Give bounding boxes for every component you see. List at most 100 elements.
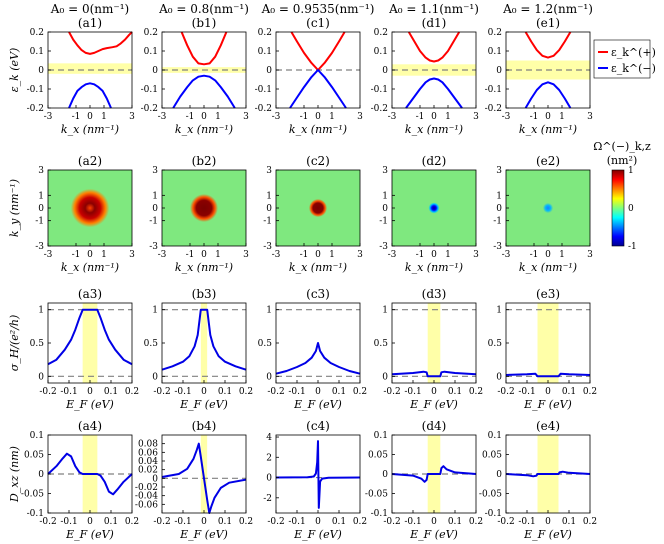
x-tick-label: -0.1 bbox=[518, 387, 535, 397]
x-tick-label: 0.2 bbox=[125, 387, 139, 397]
x-tick-label: -3 bbox=[272, 250, 281, 260]
panel-label: (c1) bbox=[306, 16, 330, 30]
lower-band-curve bbox=[68, 82, 112, 109]
column-title: A₀ = 1.2(nm⁻¹) bbox=[502, 2, 593, 16]
panel-label: (a3) bbox=[78, 287, 102, 301]
response-curve bbox=[275, 342, 361, 375]
y-tick-label: 0.05 bbox=[482, 451, 502, 461]
y-tick-label: 0.1 bbox=[374, 431, 388, 441]
x-tick-label: -0.1 bbox=[518, 517, 535, 527]
lower-band-curve bbox=[405, 77, 463, 109]
panel-label: (d3) bbox=[422, 287, 447, 301]
y-tick-label: -1 bbox=[493, 217, 502, 227]
x-tick-label: 3 bbox=[357, 250, 363, 260]
x-tick-label: -0.2 bbox=[39, 387, 56, 397]
y-tick-label: 0 bbox=[152, 204, 158, 214]
response-curve bbox=[47, 452, 133, 496]
x-tick-label: -0.2 bbox=[153, 387, 170, 397]
y-tick-label: 3 bbox=[266, 166, 272, 176]
colorbar-unit: (nm²) bbox=[607, 154, 638, 167]
y-tick-label: -1 bbox=[379, 217, 388, 227]
y-tick-label: -0.05 bbox=[479, 490, 502, 500]
y-tick-label: 0 bbox=[38, 372, 44, 382]
y-tick-label: 1 bbox=[266, 191, 272, 201]
y-tick-label: 4 bbox=[266, 433, 272, 443]
y-tick-label: 0 bbox=[152, 66, 158, 76]
y-tick-label: 0.04 bbox=[138, 457, 158, 467]
panel-label: (b2) bbox=[192, 154, 217, 168]
y-tick-label: -0.2 bbox=[371, 104, 388, 114]
x-axis-label: k_x (nm⁻¹) bbox=[289, 123, 347, 136]
x-tick-label: -0.1 bbox=[288, 517, 305, 527]
y-tick-label: 3 bbox=[152, 166, 158, 176]
fermi-window-band bbox=[200, 303, 208, 383]
panel-d4: (d4)-0.2 -0.1 0 0.1 0.2-0.1-0.0500.050.1E_F … bbox=[365, 419, 483, 541]
x-tick-label: 1 bbox=[101, 250, 107, 260]
x-tick-label: 1 bbox=[559, 250, 565, 260]
x-axis-label: E_F (eV) bbox=[409, 398, 458, 411]
y-tick-label: -0.1 bbox=[485, 85, 502, 95]
x-axis-label: E_F (eV) bbox=[65, 528, 114, 541]
fermi-window-band bbox=[537, 303, 559, 383]
x-tick-label: 3 bbox=[587, 250, 593, 260]
y-tick-label: 0.5 bbox=[258, 339, 273, 349]
y-tick-label: 1 bbox=[152, 306, 158, 316]
x-tick-label: 0 bbox=[315, 387, 321, 397]
x-tick-label: -0.1 bbox=[404, 517, 421, 527]
y-tick-label: -3 bbox=[493, 242, 502, 252]
x-tick-label: -3 bbox=[44, 112, 53, 122]
x-tick-label: 0.2 bbox=[125, 517, 139, 527]
y-tick-label: -1 bbox=[35, 217, 44, 227]
x-tick-label: 0 bbox=[545, 250, 551, 260]
x-tick-label: -1 bbox=[72, 250, 81, 260]
x-tick-label: -1 bbox=[416, 250, 425, 260]
x-tick-label: 0 bbox=[87, 387, 93, 397]
column-title: A₀ = 1.1(nm⁻¹) bbox=[388, 2, 479, 16]
y-tick-label: 0 bbox=[266, 372, 272, 382]
x-tick-label: 3 bbox=[357, 112, 363, 122]
y-tick-label: 0 bbox=[38, 204, 44, 214]
y-tick-label: -0.1 bbox=[27, 509, 44, 519]
column-title: A₀ = 0.9535(nm⁻¹) bbox=[261, 2, 375, 16]
panel-b4: (b4)-0.2 -0.1 0 0.1 0.2-0.06-0.04-0.0200.020… bbox=[135, 419, 253, 541]
x-tick-label: 0.2 bbox=[583, 387, 597, 397]
x-tick-label: -0.2 bbox=[153, 517, 170, 527]
colorbar: Ω^(−)_k,z(nm²)1 0 -1 bbox=[593, 140, 651, 252]
x-tick-label: -1 bbox=[530, 250, 539, 260]
y-tick-label: 0 bbox=[496, 66, 502, 76]
x-tick-label: 1 bbox=[329, 250, 335, 260]
x-tick-label: -1 bbox=[72, 112, 81, 122]
x-tick-label: 1 bbox=[101, 112, 107, 122]
y-tick-label: -0.2 bbox=[141, 104, 158, 114]
panel-label: (c3) bbox=[306, 287, 330, 301]
y-tick-label: 0 bbox=[38, 66, 44, 76]
y-tick-label: 0.1 bbox=[488, 431, 502, 441]
upper-band-curve bbox=[180, 31, 228, 66]
x-tick-label: 0.1 bbox=[448, 387, 462, 397]
y-tick-label: 2 bbox=[266, 453, 272, 463]
panel-b3: (b3) -0.2 -0.1 0 0.1 0.2 0 0.5 1 E_F (eV) bbox=[144, 287, 253, 411]
panel-label: (e4) bbox=[536, 419, 560, 433]
colorbar-title: Ω^(−)_k,z bbox=[593, 140, 651, 153]
y-tick-label: 0.5 bbox=[488, 339, 503, 349]
upper-band-curve bbox=[68, 31, 133, 55]
berry-curvature-spot bbox=[428, 202, 440, 214]
x-axis-label: E_F (eV) bbox=[409, 528, 458, 541]
x-tick-label: -1 bbox=[300, 250, 309, 260]
x-tick-label: 1 bbox=[215, 250, 221, 260]
panel-label: (d2) bbox=[422, 154, 447, 168]
y-tick-label: 3 bbox=[496, 166, 502, 176]
x-tick-label: -3 bbox=[158, 112, 167, 122]
y-tick-label: 3 bbox=[382, 166, 388, 176]
y-tick-label: 0 bbox=[496, 372, 502, 382]
y-tick-label: 1 bbox=[496, 306, 502, 316]
x-tick-label: 0 bbox=[87, 250, 93, 260]
x-tick-label: 0.1 bbox=[332, 517, 346, 527]
y-tick-label: 0.2 bbox=[30, 28, 44, 38]
x-tick-label: -3 bbox=[502, 250, 511, 260]
x-tick-label: 0 bbox=[545, 112, 551, 122]
x-tick-label: 1 bbox=[329, 112, 335, 122]
x-tick-label: -1 bbox=[300, 112, 309, 122]
x-tick-label: -0.2 bbox=[497, 517, 514, 527]
x-tick-label: 0.2 bbox=[583, 517, 597, 527]
